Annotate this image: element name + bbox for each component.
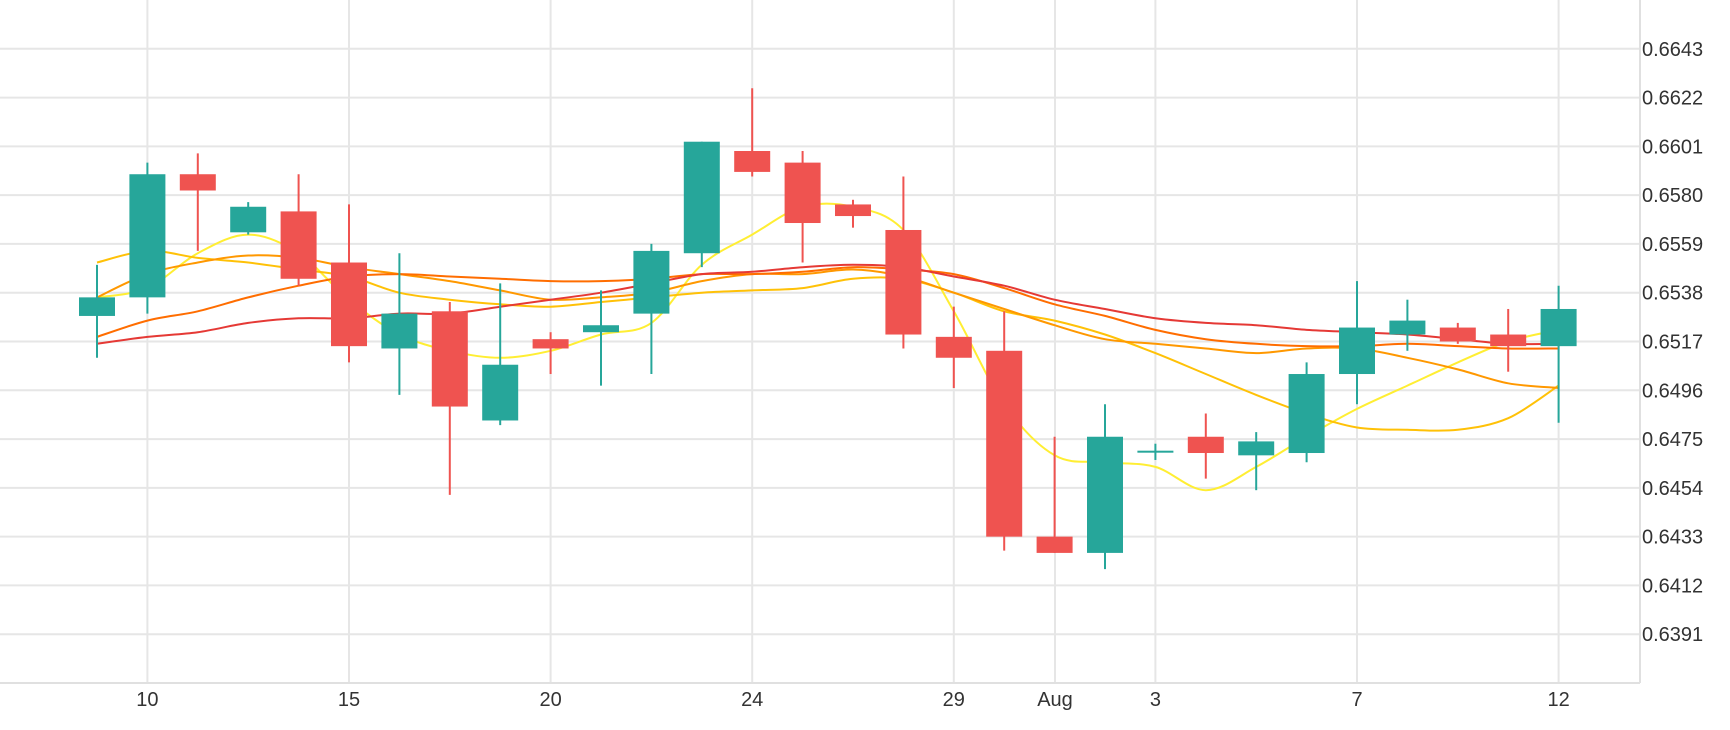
candle xyxy=(280,174,317,286)
candle-body xyxy=(1036,536,1073,553)
candle xyxy=(129,162,166,314)
x-tick-label: 24 xyxy=(741,689,763,711)
candle-body xyxy=(230,206,267,233)
candle-body xyxy=(331,262,367,347)
candle xyxy=(79,264,115,358)
candle xyxy=(230,202,267,235)
x-tick-label: 15 xyxy=(338,689,360,711)
candle xyxy=(179,153,216,251)
candle xyxy=(431,302,468,495)
axes: 0.6391 0.6412 0.6433 0.6454 0.6475 0.6496 0.65… xyxy=(0,0,1703,711)
y-tick-label: 0.6622 xyxy=(1642,88,1703,110)
grid xyxy=(0,0,1640,683)
y-tick-label: 0.6517 xyxy=(1642,332,1703,354)
candle xyxy=(1036,436,1073,553)
y-tick-label: 0.6538 xyxy=(1642,283,1703,305)
y-tick-label: 0.6433 xyxy=(1642,527,1703,549)
candle xyxy=(1389,299,1426,351)
x-tick-label: 29 xyxy=(943,689,965,711)
candle-body xyxy=(734,151,771,172)
candle-body xyxy=(1288,374,1325,454)
candle xyxy=(1439,322,1476,344)
candles xyxy=(79,88,1577,570)
candle xyxy=(532,332,569,375)
candle xyxy=(1490,308,1527,372)
candle xyxy=(835,199,871,228)
candle-body xyxy=(179,174,216,191)
candle xyxy=(331,204,367,363)
candle xyxy=(734,88,771,177)
y-tick-label: 0.6475 xyxy=(1642,429,1703,451)
candle-body xyxy=(583,325,619,333)
candle-body xyxy=(532,339,569,349)
candle xyxy=(935,306,972,388)
candle-body xyxy=(633,250,670,314)
candle xyxy=(583,290,619,386)
candle-body xyxy=(885,229,922,335)
x-tick-label: 20 xyxy=(539,689,561,711)
candle-body xyxy=(1339,327,1375,375)
candle xyxy=(1238,432,1275,491)
candle xyxy=(1339,281,1375,405)
candle xyxy=(633,243,670,375)
candle-body xyxy=(1540,308,1577,347)
y-tick-label: 0.6496 xyxy=(1642,380,1703,402)
candle-body xyxy=(986,350,1023,537)
candle-body xyxy=(381,313,418,349)
candle-body xyxy=(835,204,871,217)
y-tick-label: 0.6601 xyxy=(1642,136,1703,158)
candle-body xyxy=(482,364,519,421)
candle-body xyxy=(1087,436,1123,553)
candle-body xyxy=(935,336,972,358)
y-tick-label: 0.6580 xyxy=(1642,185,1703,207)
candle-body xyxy=(1389,320,1426,335)
candle-body xyxy=(1490,334,1527,347)
candle xyxy=(1087,404,1123,570)
candle-body xyxy=(1187,436,1224,454)
candle xyxy=(986,311,1023,551)
candle xyxy=(1137,443,1174,460)
candle-body xyxy=(784,162,821,224)
candle-body xyxy=(1238,441,1275,456)
y-tick-label: 0.6412 xyxy=(1642,575,1703,597)
y-tick-label: 0.6391 xyxy=(1642,624,1703,646)
y-tick-label: 0.6454 xyxy=(1642,478,1703,500)
x-tick-label: 3 xyxy=(1150,689,1161,711)
candle-body xyxy=(129,174,166,298)
candle xyxy=(683,141,720,268)
x-tick-label: Aug xyxy=(1037,689,1073,711)
candle-body xyxy=(1439,327,1476,342)
x-tick-label: 7 xyxy=(1351,689,1362,711)
candle-body xyxy=(280,211,317,279)
candle-body xyxy=(79,297,115,316)
y-tick-label: 0.6643 xyxy=(1642,39,1703,61)
candle xyxy=(482,283,519,426)
candle-body xyxy=(683,141,720,254)
candle xyxy=(885,176,922,349)
candle xyxy=(1187,413,1224,479)
x-tick-label: 10 xyxy=(136,689,158,711)
x-tick-label: 12 xyxy=(1547,689,1569,711)
candle xyxy=(1288,362,1325,463)
candle-body xyxy=(431,311,468,407)
candle-body xyxy=(1137,450,1174,453)
candle xyxy=(784,151,821,263)
candle xyxy=(381,253,418,395)
candle xyxy=(1540,285,1577,423)
y-tick-label: 0.6559 xyxy=(1642,234,1703,256)
